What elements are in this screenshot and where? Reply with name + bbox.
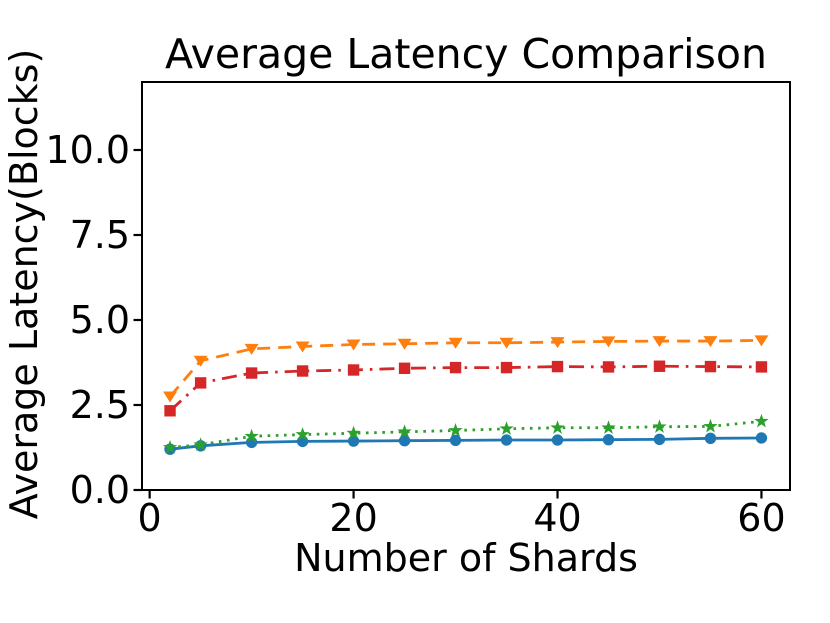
marker-star: [244, 428, 259, 443]
marker-square: [398, 362, 411, 374]
marker-square: [602, 361, 615, 373]
marker-star: [754, 413, 769, 428]
chart-title: Average Latency Comparison: [165, 30, 767, 78]
marker-triangle-down: [163, 391, 178, 403]
marker-triangle-down: [397, 338, 412, 350]
marker-star: [499, 421, 514, 435]
marker-circle: [602, 433, 615, 446]
y-tick-label: 0.0: [70, 468, 130, 512]
y-tick-label: 7.5: [70, 213, 130, 257]
marker-triangle-down: [448, 337, 463, 349]
marker-square: [164, 405, 176, 417]
marker-triangle-down: [550, 337, 565, 349]
y-tick-label: 10.0: [45, 128, 130, 172]
marker-triangle-down: [193, 355, 208, 367]
data-series: [162, 335, 769, 455]
marker-star: [346, 425, 361, 440]
x-tick-label: 60: [737, 496, 785, 540]
x-tick-label: 40: [533, 496, 581, 540]
marker-triangle-down: [346, 339, 361, 351]
axes-frame: [141, 81, 791, 491]
marker-star: [703, 418, 718, 433]
y-tick-label: 5.0: [70, 298, 130, 342]
marker-circle: [551, 434, 564, 446]
marker-square: [296, 365, 309, 377]
marker-star: [448, 423, 463, 437]
marker-circle: [653, 433, 666, 446]
marker-square: [653, 360, 666, 372]
marker-triangle-down: [703, 336, 718, 348]
marker-circle: [347, 435, 360, 447]
axis-ticks: [133, 148, 763, 499]
series-line-blue-solid-circle: [169, 436, 762, 451]
marker-star: [601, 420, 616, 434]
marker-circle: [704, 432, 717, 445]
marker-triangle-down: [601, 336, 616, 348]
marker-square: [245, 367, 258, 379]
marker-star: [652, 419, 667, 433]
marker-square: [755, 361, 768, 373]
marker-star: [295, 427, 310, 441]
marker-circle: [449, 434, 462, 447]
axis-tick-labels: 0 20 40 60 0.0 2.5 5.0 7.5 10.0: [45, 128, 785, 540]
marker-triangle-down: [295, 341, 310, 353]
series-line-red-dashdot-square: [169, 364, 762, 412]
x-tick-label: 20: [329, 496, 377, 540]
series-green-dotted-star: [162, 413, 769, 454]
marker-star: [550, 420, 565, 434]
marker-triangle-down: [754, 335, 769, 347]
marker-square: [704, 360, 717, 373]
y-tick-label: 2.5: [70, 383, 130, 427]
marker-star: [162, 440, 178, 454]
marker-square: [500, 361, 513, 374]
marker-triangle-down: [244, 343, 259, 355]
marker-star: [193, 437, 208, 451]
marker-square: [551, 360, 564, 373]
marker-triangle-down: [652, 336, 667, 348]
series-orange-dashed-triangle: [163, 335, 769, 403]
marker-square: [449, 361, 462, 374]
x-tick-label: 0: [138, 496, 162, 540]
marker-square: [194, 377, 207, 389]
marker-triangle-down: [499, 337, 514, 349]
x-axis-label: Number of Shards: [294, 536, 638, 580]
marker-circle: [500, 434, 513, 446]
marker-star: [397, 424, 412, 438]
marker-square: [347, 364, 360, 376]
marker-circle: [755, 432, 768, 444]
marker-circle: [398, 435, 411, 447]
series-red-dashdot-square: [164, 360, 768, 417]
